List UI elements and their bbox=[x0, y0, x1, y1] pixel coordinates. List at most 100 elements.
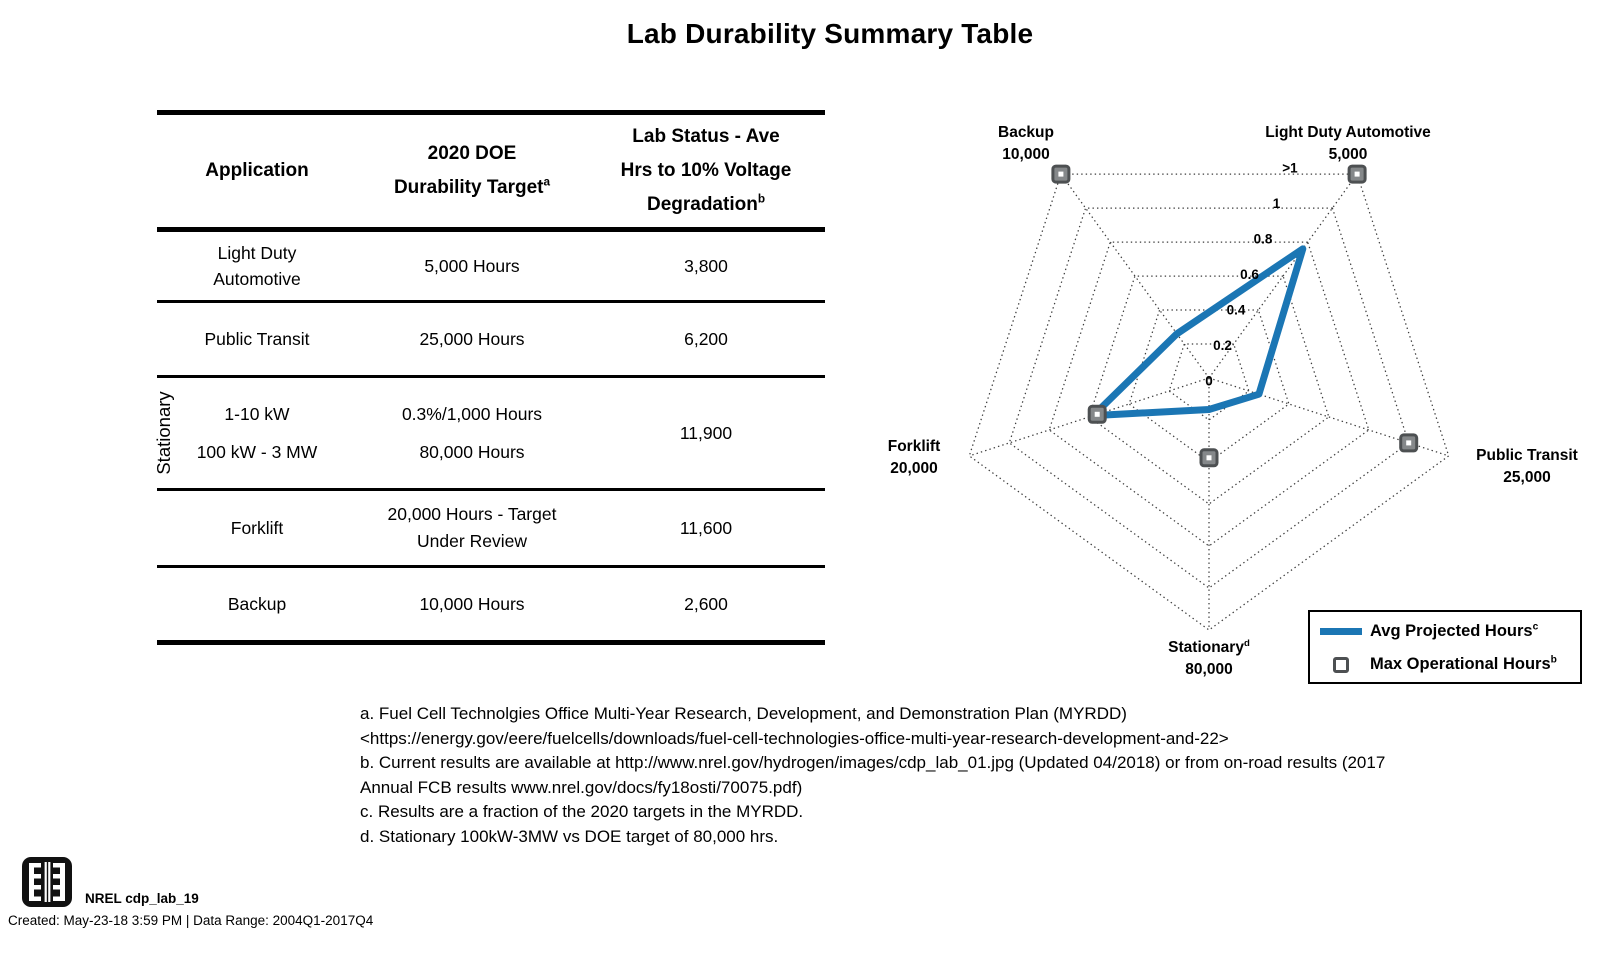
cell-line: 1-10 kW bbox=[224, 404, 290, 424]
durability-summary-table: Application 2020 DOE Durability Targeta Lab… bbox=[153, 110, 825, 645]
axis-label-name: Backup bbox=[998, 124, 1054, 141]
grid-ring bbox=[1008, 207, 1410, 589]
footer-chart-id: NREL cdp_lab_19 bbox=[85, 891, 199, 906]
axis-label-name: Stationaryd bbox=[1168, 637, 1250, 656]
legend-item: Max Operational Hoursb bbox=[1310, 648, 1580, 681]
table-header-cell: 2020 DOE Durability Targeta bbox=[357, 115, 587, 227]
status-cell: 6,200 bbox=[587, 303, 825, 375]
page-title: Lab Durability Summary Table bbox=[626, 18, 1034, 49]
axis-label-target: 5,000 bbox=[1328, 146, 1368, 163]
chart-legend: Avg Projected Hoursc Max Operational Hour… bbox=[1308, 610, 1582, 684]
application-cell: Light Duty Automotive bbox=[157, 232, 357, 300]
table-header-cell: Application bbox=[157, 115, 357, 227]
cell-line: Application bbox=[205, 160, 309, 181]
footnote-line: b. Current results are available at http… bbox=[360, 753, 1386, 773]
footnote-line: <https://energy.gov/eere/fuelcells/downl… bbox=[360, 728, 1229, 748]
max-marker-center-dot bbox=[1058, 171, 1064, 177]
target-cell: 25,000 Hours bbox=[357, 303, 587, 375]
cell-line: Light Duty bbox=[217, 243, 297, 263]
superscript-b: b bbox=[1550, 654, 1557, 666]
table-row: Backup 10,000 Hours 2,600 bbox=[157, 568, 825, 645]
cell-line: 20,000 Hours - Target bbox=[387, 504, 557, 524]
axis-label-name: Light Duty Automotive bbox=[1265, 124, 1431, 141]
cell-line: 0.3%/1,000 Hours bbox=[401, 404, 543, 424]
cell-line: 5,000 Hours bbox=[424, 256, 520, 276]
status-cell: 3,800 bbox=[587, 232, 825, 300]
footnote-line: a. Fuel Cell Technolgies Office Multi-Ye… bbox=[360, 704, 1127, 723]
axis-label-light-duty-automotive: Light Duty Automotive 5,000 bbox=[1218, 122, 1478, 166]
cell-line: Forklift bbox=[230, 517, 284, 538]
legend-label: Avg Projected Hoursc bbox=[1370, 621, 1539, 640]
status-cell: 11,600 bbox=[587, 491, 825, 565]
cell-line: 6,200 bbox=[684, 329, 728, 349]
cell-line: 2,600 bbox=[684, 594, 728, 614]
nrel-logo bbox=[22, 857, 72, 907]
target-cell: 5,000 Hours bbox=[357, 232, 587, 300]
cell-line: Lab Status - Ave bbox=[632, 126, 780, 147]
max-marker-center-dot bbox=[1094, 411, 1100, 417]
avg-line-swatch bbox=[1320, 628, 1362, 635]
cell-line: Degradationb bbox=[646, 192, 766, 215]
cell-line: 80,000 Hours bbox=[419, 442, 525, 462]
avg-projected-line bbox=[1089, 245, 1307, 420]
axis-label-backup: Backup 10,000 bbox=[896, 122, 1156, 166]
ring-label: 0 bbox=[1205, 374, 1213, 389]
grid-ring bbox=[1088, 275, 1330, 505]
axis-label-target: 80,000 bbox=[1185, 661, 1233, 678]
cell-line: Hrs to 10% Voltage bbox=[620, 160, 792, 181]
cell-line: 11,600 bbox=[679, 517, 733, 538]
cell-line: Durability Targeta bbox=[393, 175, 551, 198]
superscript-a: a bbox=[543, 175, 551, 189]
footnote-line: c. Results are a fraction of the 2020 ta… bbox=[360, 802, 804, 822]
grid-spoke bbox=[1208, 173, 1358, 379]
cell-line: Public Transit bbox=[204, 329, 310, 349]
legend-label: Max Operational Hoursb bbox=[1370, 654, 1557, 673]
footer-created-line: Created: May-23-18 3:59 PM | Data Range:… bbox=[8, 913, 374, 928]
axis-label-name: Forklift bbox=[887, 438, 941, 455]
axis-label-forklift: Forklift 20,000 bbox=[784, 436, 1044, 480]
cell-line: Under Review bbox=[417, 531, 527, 551]
ring-label: 0.6 bbox=[1240, 267, 1259, 282]
superscript-c: c bbox=[1532, 621, 1539, 633]
axis-label-target: 10,000 bbox=[1002, 146, 1050, 163]
max-marker-center-dot bbox=[1206, 455, 1212, 461]
footnote-line: d. Stationary 100kW-3MW vs DOE target of… bbox=[360, 826, 779, 846]
max-marker-swatch bbox=[1333, 656, 1349, 673]
axis-label-stationary: Stationaryd 80,000 bbox=[1079, 637, 1339, 681]
ring-label: 1 bbox=[1273, 196, 1281, 211]
max-marker-center-dot bbox=[1406, 440, 1412, 446]
table-row: Public Transit 25,000 Hours 6,200 bbox=[157, 303, 825, 378]
ring-label: >1 bbox=[1282, 161, 1298, 176]
legend-item: Avg Projected Hoursc bbox=[1310, 615, 1580, 648]
grid-ring bbox=[968, 173, 1450, 631]
cell-line: 100 kW - 3 MW bbox=[196, 442, 318, 462]
grid-ring bbox=[1168, 343, 1250, 421]
cell-line: Automotive bbox=[213, 269, 301, 289]
axis-label-target: 20,000 bbox=[890, 460, 938, 477]
footnote-line: Annual FCB results www.nrel.gov/docs/fy1… bbox=[360, 777, 803, 797]
cell-line: 10,000 Hours bbox=[419, 594, 525, 614]
grid-spoke bbox=[1060, 173, 1210, 379]
application-cell: Public Transit bbox=[157, 303, 357, 375]
cell-line: 11,900 bbox=[679, 423, 733, 443]
status-cell: 11,900 bbox=[587, 378, 825, 488]
target-cell: 20,000 Hours - Target Under Review bbox=[357, 491, 587, 565]
axis-label-public-transit: Public Transit 25,000 bbox=[1397, 445, 1600, 489]
cell-line: 2020 DOE bbox=[427, 143, 517, 164]
ring-label: 0.8 bbox=[1254, 232, 1273, 247]
legend-swatch bbox=[1318, 656, 1364, 673]
status-cell: 2,600 bbox=[587, 568, 825, 640]
application-cell: Backup bbox=[157, 568, 357, 640]
target-cell: 0.3%/1,000 Hours 80,000 Hours bbox=[357, 378, 587, 488]
cell-line: Backup bbox=[227, 594, 287, 614]
ring-label: 0.2 bbox=[1213, 338, 1232, 353]
target-cell: 10,000 Hours bbox=[357, 568, 587, 640]
table-header-cell: Lab Status - Ave Hrs to 10% Voltage Degrad… bbox=[587, 115, 825, 227]
grid-ring bbox=[1128, 309, 1290, 463]
ring-label: 0.4 bbox=[1227, 303, 1246, 318]
cell-line: 3,800 bbox=[684, 256, 728, 276]
axis-label-target: 25,000 bbox=[1503, 469, 1551, 486]
table-row: Stationary 1-10 kW 100 kW - 3 MW 0.3%/1,000… bbox=[153, 378, 825, 491]
